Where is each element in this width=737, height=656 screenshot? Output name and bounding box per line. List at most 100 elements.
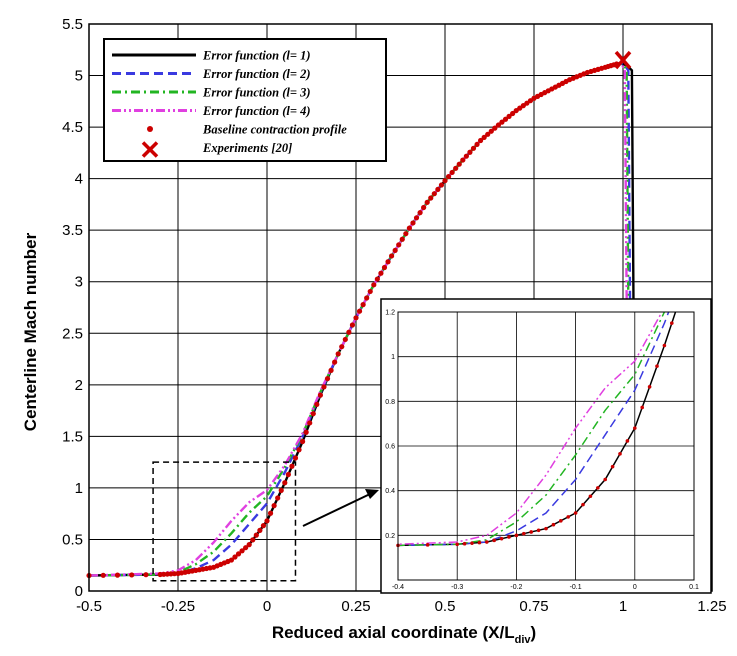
baseline-point bbox=[463, 153, 469, 159]
baseline-point bbox=[421, 204, 427, 211]
inset-baseline-point bbox=[507, 535, 511, 539]
baseline-point bbox=[470, 145, 477, 151]
y-tick-label: 4 bbox=[75, 171, 83, 188]
baseline-point bbox=[335, 351, 341, 357]
baseline-point bbox=[389, 253, 395, 259]
baseline-point bbox=[243, 545, 249, 551]
baseline-point bbox=[246, 542, 252, 548]
y-tick-label: 5 bbox=[75, 68, 83, 85]
inset-x-tick-label: -0.1 bbox=[570, 584, 582, 591]
baseline-point bbox=[257, 527, 263, 533]
baseline-point bbox=[296, 447, 302, 453]
inset-baseline-point bbox=[529, 530, 533, 534]
baseline-point bbox=[431, 191, 437, 197]
y-tick-label: 1 bbox=[75, 480, 83, 497]
inset-baseline-point bbox=[596, 486, 600, 490]
baseline-point bbox=[403, 231, 409, 237]
baseline-point bbox=[292, 455, 299, 461]
inset-baseline-point bbox=[655, 364, 659, 368]
baseline-point bbox=[250, 537, 256, 543]
baseline-point bbox=[100, 572, 106, 578]
x-tick-label: 1.25 bbox=[697, 598, 726, 615]
y-tick-label: 0.5 bbox=[62, 531, 83, 548]
baseline-point bbox=[456, 161, 462, 167]
baseline-point bbox=[278, 487, 284, 493]
inset-baseline-point bbox=[499, 536, 504, 541]
y-tick-label: 3 bbox=[75, 274, 83, 291]
inset-baseline-point bbox=[573, 511, 578, 515]
baseline-point bbox=[485, 131, 491, 137]
legend-entry: Error function (l= 2) bbox=[112, 67, 311, 81]
inset-baseline-point bbox=[625, 439, 630, 443]
x-tick-label: -0.5 bbox=[76, 598, 102, 615]
inset-y-tick-label: 0.2 bbox=[385, 533, 395, 540]
baseline-point bbox=[385, 259, 391, 265]
zoom-inset: -0.4 -0.3 -0.2 -0.1 0 0.1 0.2 0.4 0.6 0.8 1 1.2 bbox=[380, 298, 712, 594]
inset-baseline-point bbox=[603, 477, 607, 482]
baseline-point bbox=[481, 134, 487, 140]
baseline-point bbox=[438, 182, 445, 188]
baseline-point bbox=[453, 165, 459, 171]
inset-baseline-point bbox=[522, 531, 526, 536]
baseline-point bbox=[367, 288, 373, 295]
inset-baseline-point bbox=[536, 528, 541, 533]
x-axis-label-main: Reduced axial coordinate (X/L bbox=[272, 623, 515, 642]
inset-baseline-point bbox=[485, 540, 489, 544]
inset-baseline-point bbox=[455, 542, 460, 547]
baseline-point bbox=[289, 463, 295, 469]
inset-x-tick-label: 0 bbox=[633, 584, 637, 591]
inset-baseline-point bbox=[610, 464, 615, 469]
baseline-point bbox=[495, 122, 501, 128]
baseline-point bbox=[378, 270, 384, 276]
y-tick-label: 4.5 bbox=[62, 119, 83, 136]
y-tick-label: 3.5 bbox=[62, 222, 83, 239]
inset-series-line-1 bbox=[398, 312, 677, 547]
inset-x-tick-label: 0.1 bbox=[689, 584, 699, 591]
baseline-point bbox=[502, 116, 509, 122]
inset-baseline-point bbox=[470, 541, 474, 545]
baseline-point bbox=[492, 125, 498, 131]
baseline-point bbox=[396, 242, 402, 248]
inset-baseline-point bbox=[425, 543, 430, 547]
baseline-point bbox=[235, 551, 242, 557]
y-tick-label: 1.5 bbox=[62, 428, 83, 445]
baseline-point bbox=[232, 554, 238, 560]
series-line-4 bbox=[89, 61, 712, 587]
baseline-point bbox=[114, 572, 121, 578]
experiment-marker bbox=[614, 50, 632, 70]
baseline-point bbox=[442, 178, 448, 184]
baseline-point bbox=[300, 438, 306, 445]
baseline-point bbox=[435, 186, 441, 192]
inset-baseline-point bbox=[559, 519, 563, 523]
axis-ticks: -0.5 -0.25 0 0.25 0.5 0.75 1 1.2500.511.522.533… bbox=[62, 16, 726, 615]
inset-baseline-point bbox=[662, 343, 667, 348]
baseline-point bbox=[264, 518, 270, 524]
baseline-point bbox=[346, 329, 352, 335]
experiment-marker-stroke bbox=[614, 50, 632, 70]
legend-entry: Experiments [20] bbox=[141, 141, 292, 158]
inset-baseline-point bbox=[477, 540, 482, 545]
baseline-point bbox=[410, 220, 416, 226]
baseline-point bbox=[349, 322, 356, 328]
baseline-point bbox=[413, 215, 420, 221]
zoom-arrow-head bbox=[365, 489, 379, 499]
inset-baseline-point bbox=[514, 533, 519, 538]
legend-entry: Baseline contraction profile bbox=[147, 123, 347, 137]
inset-baseline-point bbox=[670, 321, 674, 325]
baseline-point bbox=[428, 195, 434, 201]
baseline-point bbox=[392, 247, 398, 253]
baseline-point bbox=[310, 411, 316, 417]
baseline-point bbox=[260, 523, 267, 529]
legend-entry: Error function (l= 3) bbox=[112, 86, 311, 100]
baseline-point bbox=[353, 315, 359, 321]
legend-label: Error function (l= 1) bbox=[202, 49, 311, 63]
inset-y-tick-label: 0.6 bbox=[385, 444, 395, 451]
baseline-point bbox=[488, 128, 494, 134]
baseline-point bbox=[342, 336, 348, 343]
baseline-point bbox=[506, 113, 512, 119]
baseline-point bbox=[328, 367, 334, 373]
baseline-point bbox=[271, 503, 277, 509]
x-tick-label: 0.25 bbox=[341, 598, 370, 615]
inset-series-line-4 bbox=[398, 312, 663, 546]
